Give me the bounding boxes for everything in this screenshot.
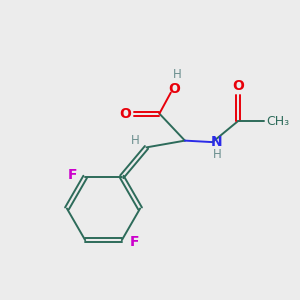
Text: O: O [120, 106, 131, 121]
Text: H: H [213, 148, 221, 161]
Text: F: F [68, 168, 77, 182]
Text: H: H [131, 134, 140, 147]
Text: CH₃: CH₃ [267, 115, 290, 128]
Text: H: H [172, 68, 181, 81]
Text: N: N [211, 134, 223, 148]
Text: O: O [168, 82, 180, 96]
Text: F: F [130, 235, 139, 249]
Text: O: O [232, 79, 244, 93]
